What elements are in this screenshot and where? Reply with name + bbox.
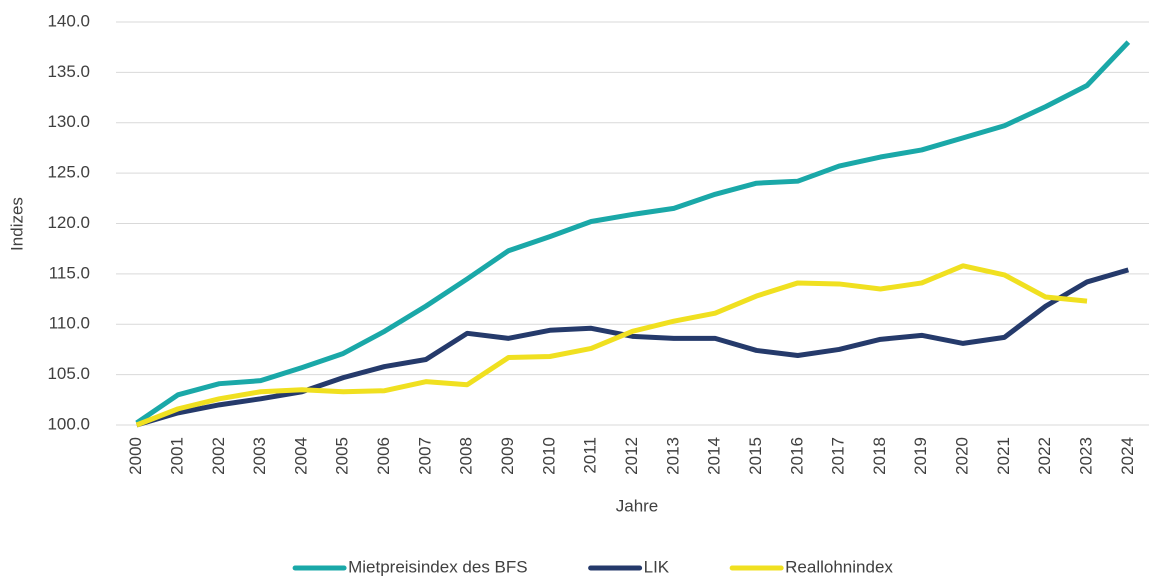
- x-tick-label: 2014: [705, 437, 724, 475]
- series-line: [135, 267, 1130, 428]
- x-tick-label: 2007: [415, 437, 434, 475]
- x-tick-label: 2019: [911, 437, 930, 475]
- y-axis-label: Indizes: [7, 197, 26, 251]
- x-tick-label: 2008: [457, 437, 476, 475]
- series-line: [135, 40, 1131, 426]
- x-tick-label: 2024: [1118, 437, 1137, 475]
- x-tick-label: 2000: [126, 437, 145, 475]
- x-tick-label: 2006: [374, 437, 393, 475]
- legend-label: Reallohnindex: [785, 557, 893, 576]
- legend-label: Mietpreisindex des BFS: [348, 557, 528, 576]
- x-tick-label: 2020: [953, 437, 972, 475]
- x-tick-label: 2012: [622, 437, 641, 475]
- x-axis-label: Jahre: [616, 496, 659, 515]
- y-tick-label: 130.0: [47, 112, 90, 131]
- y-tick-label: 120.0: [47, 213, 90, 232]
- x-tick-label: 2013: [663, 437, 682, 475]
- y-tick-label: 125.0: [47, 163, 90, 182]
- x-tick-label: 2001: [167, 437, 186, 475]
- y-tick-label: 140.0: [47, 11, 90, 30]
- x-tick-label: 2022: [1035, 437, 1054, 475]
- y-tick-label: 110.0: [49, 314, 90, 333]
- y-tick-label: 100.0: [47, 414, 90, 433]
- legend-label: LIK: [644, 557, 670, 576]
- x-tick-label: 2005: [333, 437, 352, 475]
- x-tick-label: 2002: [209, 437, 228, 475]
- y-tick-label: 115.0: [49, 263, 90, 282]
- x-tick-label: 2017: [829, 437, 848, 475]
- x-tick-label: 2015: [746, 437, 765, 475]
- x-tick-label: 2016: [787, 437, 806, 475]
- x-tick-label: 2003: [250, 437, 269, 475]
- x-tick-label: 2010: [539, 437, 558, 475]
- x-tick-label: 2011: [581, 437, 600, 474]
- x-tick-label: 2004: [291, 437, 310, 475]
- x-tick-label: 2009: [498, 437, 517, 475]
- x-tick-label: 2023: [1077, 437, 1096, 475]
- y-tick-label: 105.0: [47, 364, 90, 383]
- series-line: [135, 263, 1088, 428]
- x-tick-label: 2021: [994, 437, 1013, 475]
- x-tick-label: 2018: [870, 437, 889, 475]
- y-tick-label: 135.0: [47, 62, 90, 81]
